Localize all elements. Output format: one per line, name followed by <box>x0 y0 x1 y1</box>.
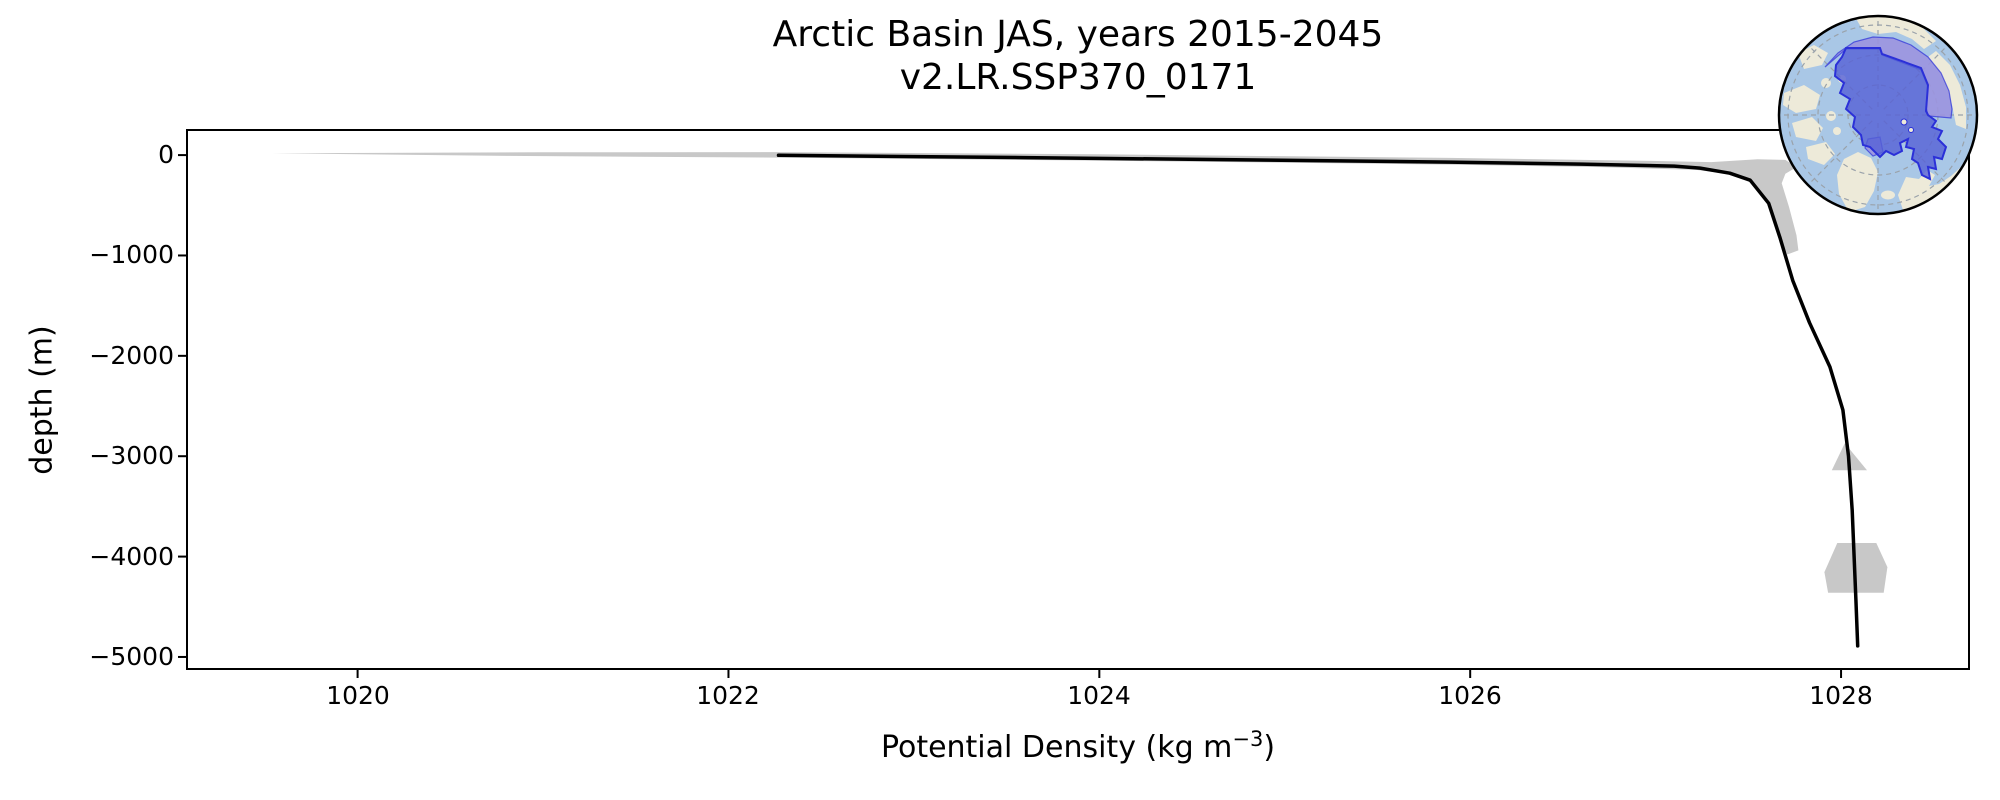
plot-frame <box>186 129 1970 670</box>
y-axis-tick-label: −2000 <box>89 341 174 370</box>
x-axis-label-superscript: −3 <box>1232 727 1264 751</box>
map-islands-svalbard <box>1900 118 1914 133</box>
chart-subtitle: v2.LR.SSP370_0171 <box>899 57 1257 98</box>
chart-title: Arctic Basin JAS, years 2015-2045 <box>772 14 1384 55</box>
ensemble-spread <box>272 152 1888 593</box>
y-axis-tick-label: −3000 <box>89 441 174 470</box>
mean-profile-line <box>776 153 1860 648</box>
x-axis-ticks <box>356 669 1843 678</box>
x-axis-tick-label: 1024 <box>1067 681 1131 710</box>
y-axis-label: depth (m) <box>24 325 60 475</box>
x-axis-tick-label: 1028 <box>1809 681 1873 710</box>
x-axis-label-suffix: ) <box>1263 730 1276 765</box>
ensemble-spread-band <box>272 152 1799 255</box>
map-border <box>1777 14 1979 216</box>
x-axis-label: Potential Density (kg m−3) <box>881 727 1275 765</box>
basin-region-overlay <box>1833 47 1948 181</box>
y-axis-tick-label: 0 <box>158 140 174 169</box>
inset-map-arctic <box>1777 14 1979 216</box>
x-axis-tick-label: 1026 <box>1438 681 1502 710</box>
y-axis-tick-label: −5000 <box>89 642 174 671</box>
y-axis-ticks <box>178 154 187 658</box>
y-axis-tick-label: −1000 <box>89 240 174 269</box>
y-axis-tick-label: −4000 <box>89 542 174 571</box>
x-axis-label-prefix: Potential Density (kg m <box>880 730 1233 765</box>
x-axis-tick-label: 1020 <box>326 681 390 710</box>
x-axis-tick-label: 1022 <box>696 681 760 710</box>
